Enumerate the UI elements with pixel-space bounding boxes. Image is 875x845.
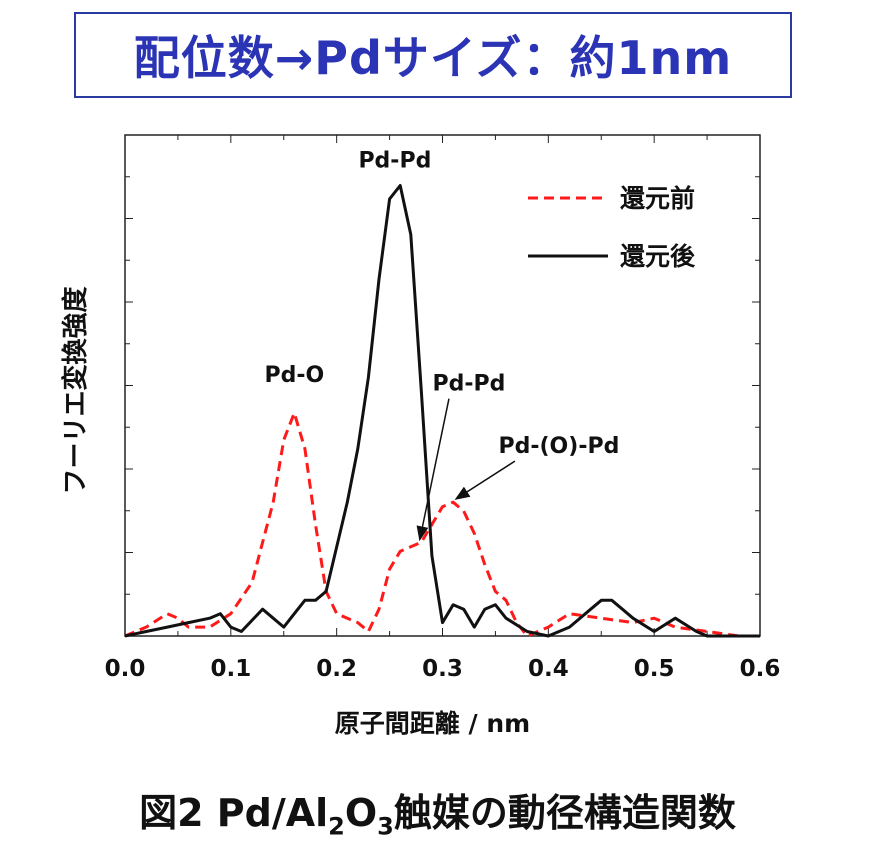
annotation-arrow [454, 460, 516, 500]
x-axis-label: 原子間距離 / nm [335, 709, 530, 738]
x-tick-label: 0.4 [528, 656, 569, 682]
y-axis-label: フーリエ変換強度 [60, 286, 91, 494]
legend-label-before: 還元前 [620, 184, 695, 213]
x-tick-label: 0.5 [634, 656, 675, 682]
header-banner: 配位数→Pdサイズ：約1nm [74, 12, 792, 98]
figure-caption: 図2 Pd/Al2O3触媒の動径構造関数 [0, 782, 875, 841]
legend-label-after: 還元後 [620, 242, 696, 271]
x-tick-label: 0.0 [105, 656, 146, 682]
caption-sub1: 2 [328, 812, 345, 841]
caption-prefix: 図2 Pd/Al [139, 791, 329, 835]
x-tick-label: 0.2 [316, 656, 357, 682]
caption-suffix: 触媒の動径構造関数 [393, 791, 736, 835]
x-tick-label: 0.6 [740, 656, 781, 682]
annotation-arrow [416, 398, 450, 542]
annotation-label: Pd-Pd [433, 372, 506, 397]
x-tick-label: 0.1 [210, 656, 251, 682]
caption-mid: O [344, 791, 378, 835]
annotation-label: Pd-Pd [358, 149, 431, 174]
x-tick-label: 0.3 [422, 656, 463, 682]
annotation-label: Pd-(O)-Pd [499, 434, 620, 459]
header-text: 配位数→Pdサイズ：約1nm [133, 31, 733, 85]
caption-sub2: 3 [377, 812, 394, 841]
annotation-label: Pd-O [264, 363, 324, 388]
series-line-before [124, 411, 760, 638]
series-line-after [124, 184, 760, 638]
